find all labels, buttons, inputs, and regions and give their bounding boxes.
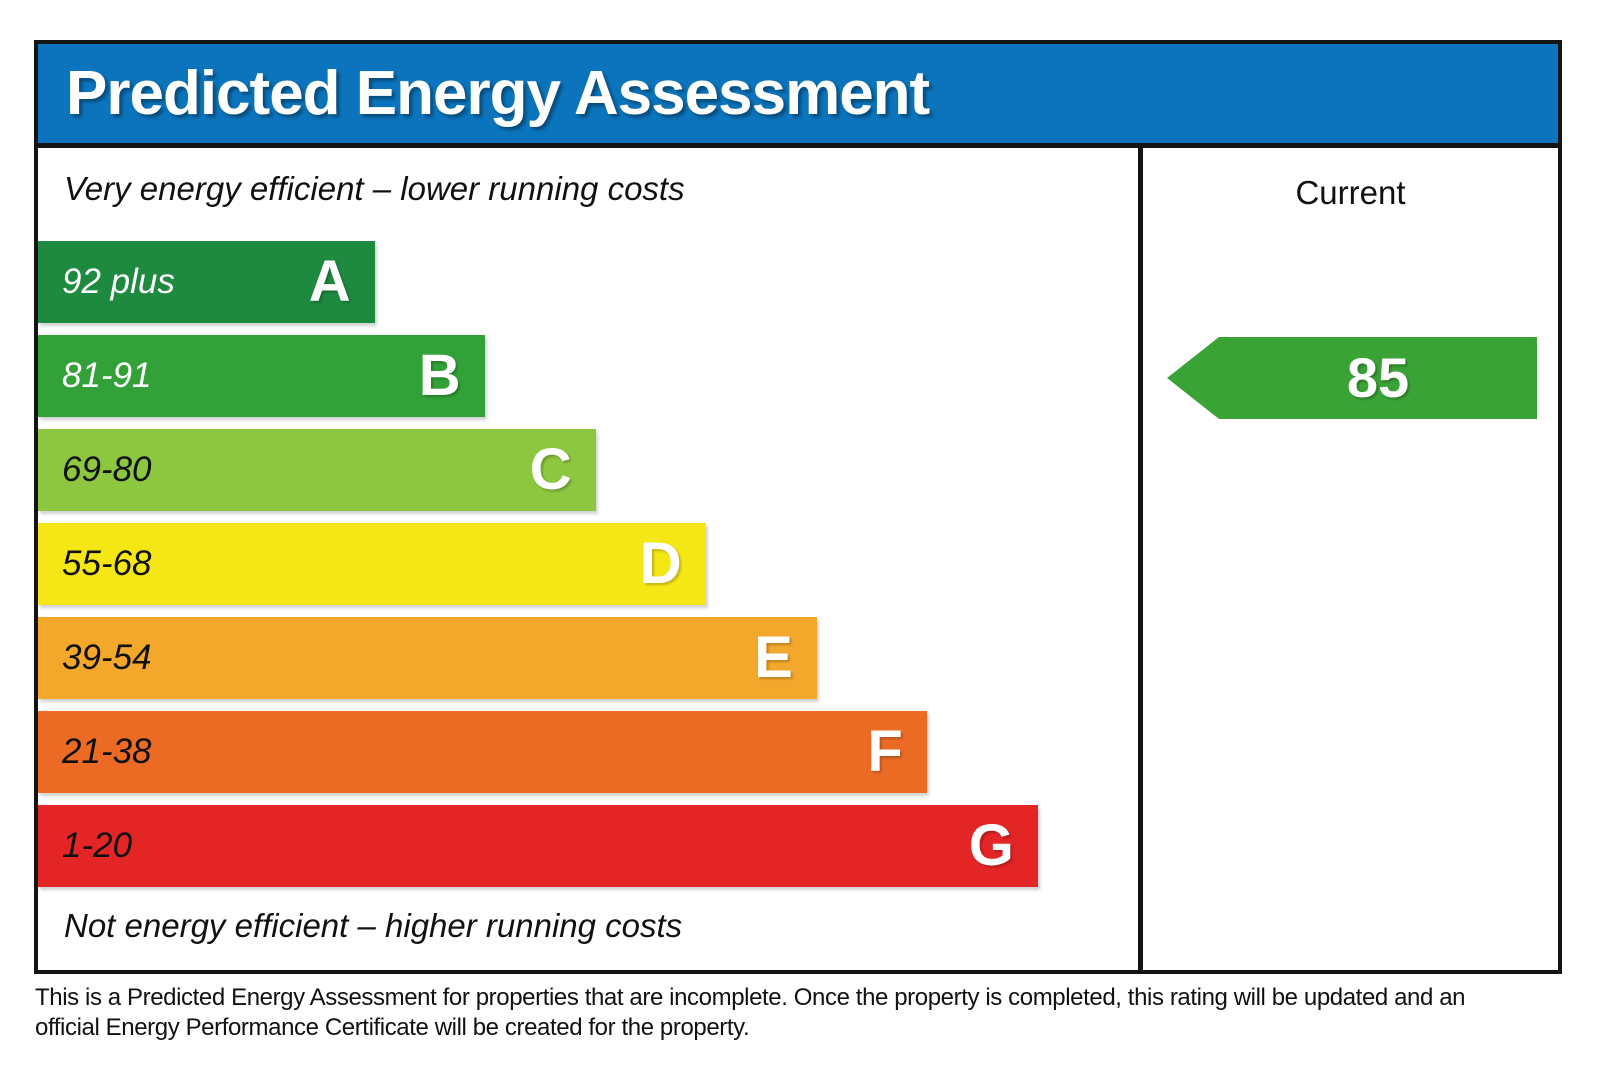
band-grade-letter: F xyxy=(867,719,903,784)
rating-band-c: 69-80 C xyxy=(38,429,596,511)
page-title: Predicted Energy Assessment xyxy=(66,59,930,128)
current-rating-panel: Current 85 xyxy=(1138,148,1558,970)
current-rating-value: 85 xyxy=(1346,346,1410,409)
rating-band-d: 55-68 D xyxy=(38,523,706,605)
rating-bars: 92 plus A 81-91 B 69-80 C 55-68 D 39-54 xyxy=(38,241,1138,887)
band-grade-letter: A xyxy=(308,249,351,314)
epc-content: Very energy efficient – lower running co… xyxy=(38,148,1558,970)
band-range-label: 81-91 xyxy=(62,356,152,395)
band-range-label: 21-38 xyxy=(62,732,152,771)
footer-line-1: This is a Predicted Energy Assessment fo… xyxy=(35,984,1466,1011)
rating-band-b: 81-91 B xyxy=(38,335,485,417)
current-rating-arrow: 85 xyxy=(1167,337,1537,419)
band-grade-letter: G xyxy=(968,813,1014,878)
band-grade-letter: C xyxy=(529,437,572,502)
rating-band-a: 92 plus A xyxy=(38,241,375,323)
band-grade-letter: D xyxy=(639,531,682,596)
band-grade-letter: E xyxy=(754,625,793,690)
footer-line-2: official Energy Performance Certificate … xyxy=(35,1014,750,1041)
epc-header: Predicted Energy Assessment xyxy=(38,44,1558,148)
epc-chart-box: Predicted Energy Assessment Very energy … xyxy=(34,40,1562,974)
rating-band-f: 21-38 F xyxy=(38,711,927,793)
current-column-header: Current xyxy=(1295,174,1406,211)
band-range-label: 92 plus xyxy=(62,262,175,301)
footer-disclaimer: This is a Predicted Energy Assessment fo… xyxy=(35,983,1575,1043)
rating-band-e: 39-54 E xyxy=(38,617,817,699)
band-range-label: 55-68 xyxy=(62,544,152,583)
rating-scale-area: Very energy efficient – lower running co… xyxy=(38,148,1138,970)
band-range-label: 69-80 xyxy=(62,450,152,489)
efficiency-note-bottom: Not energy efficient – higher running co… xyxy=(64,907,683,944)
band-grade-letter: B xyxy=(418,343,461,408)
band-range-label: 39-54 xyxy=(62,638,152,677)
efficiency-note-top: Very energy efficient – lower running co… xyxy=(64,170,685,207)
band-range-label: 1-20 xyxy=(62,826,133,865)
rating-band-g: 1-20 G xyxy=(38,805,1038,887)
